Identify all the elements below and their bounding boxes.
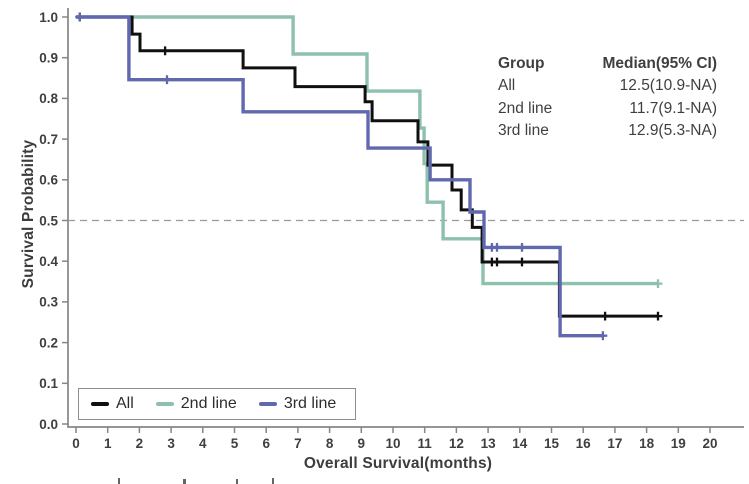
x-tick-label: 10 [385,436,400,451]
legend-swatch-3rd-line [258,402,277,406]
x-tick-label: 4 [199,436,207,451]
censor-mark-all [492,257,502,267]
median-table-header: Group Median(95% CI) [498,53,717,75]
x-tick-label: 16 [576,436,592,451]
censor-mark-third-line [598,331,608,341]
median-table: Group Median(95% CI) All 12.5(10.9-NA) 2… [498,53,717,143]
cropped-risk-table-artifact [118,478,120,484]
x-axis-title: Overall Survival(months) [303,455,493,472]
km-curve-second-line [76,15,658,286]
cropped-risk-table-artifact [272,478,274,484]
censor-mark-all [653,311,663,321]
x-tick-label: 19 [671,436,686,451]
legend: All 2nd line 3rd line [78,388,356,420]
censor-mark-third-line [75,12,85,22]
y-tick-label: 0.0 [39,417,58,432]
x-tick-label: 18 [639,436,655,451]
legend-item-3rd-line: 3rd line [258,395,337,413]
y-tick-label: 0.9 [39,51,58,66]
legend-item-all: All [91,395,134,413]
x-tick-label: 6 [262,436,270,451]
censor-mark-all [160,46,170,56]
censor-mark-third-line [162,75,172,85]
x-tick-label: 20 [702,436,717,451]
legend-label-3rd-line: 3rd line [283,395,337,412]
y-tick-label: 0.1 [39,376,58,391]
y-tick-label: 0.2 [39,335,58,350]
y-axis-title: Survival Probability [20,139,37,289]
group-label: 2nd line [498,99,553,117]
median-table-header-group: Group [498,55,545,72]
x-tick-label: 14 [512,436,528,451]
censor-mark-all [517,257,527,267]
y-tick-label: 0.8 [39,91,58,106]
x-tick-label: 2 [136,436,144,451]
median-table-row-all: All 12.5(10.9-NA) [498,75,717,97]
x-tick-label: 1 [104,436,112,451]
cropped-risk-table-artifact [236,479,238,484]
censor-mark-all [600,311,610,321]
median-value: 12.5(10.9-NA) [619,77,717,95]
censor-mark-second-line [653,279,663,288]
x-tick-label: 3 [167,436,175,451]
y-tick-label: 1.0 [39,10,58,25]
median-table-row-3rd-line: 3rd line 12.9(5.3-NA) [498,120,717,142]
x-tick-label: 0 [72,436,80,451]
y-tick-label: 0.6 [39,173,58,188]
x-tick-label: 9 [358,436,366,451]
x-tick-label: 17 [607,436,622,451]
censor-mark-third-line [517,243,527,252]
median-table-header-median: Median(95% CI) [602,55,717,72]
x-tick-label: 15 [544,436,560,451]
y-tick-label: 0.7 [39,132,58,147]
group-label: All [498,77,516,95]
x-tick-label: 7 [294,436,302,451]
x-tick-label: 13 [481,436,497,451]
y-tick-label: 0.5 [39,213,58,228]
x-tick-label: 8 [326,436,334,451]
censor-mark-third-line [492,243,502,252]
legend-swatch-2nd-line [155,402,174,406]
x-tick-label: 11 [418,436,433,451]
median-table-row-2nd-line: 2nd line 11.7(9.1-NA) [498,98,717,120]
legend-label-2nd-line: 2nd line [180,395,237,412]
legend-item-2nd-line: 2nd line [155,395,237,413]
median-value: 12.9(5.3-NA) [628,122,717,140]
km-curve-all [76,15,658,318]
y-tick-label: 0.4 [39,254,58,269]
group-label: 3rd line [498,122,549,140]
cropped-risk-table-artifact [183,479,186,484]
x-tick-label: 5 [231,436,239,451]
axis-lines [67,8,744,428]
y-tick-label: 0.3 [39,295,58,310]
x-tick-label: 12 [449,436,464,451]
legend-label-all: All [116,395,134,412]
legend-swatch-all [91,402,109,406]
median-value: 11.7(9.1-NA) [629,99,717,117]
